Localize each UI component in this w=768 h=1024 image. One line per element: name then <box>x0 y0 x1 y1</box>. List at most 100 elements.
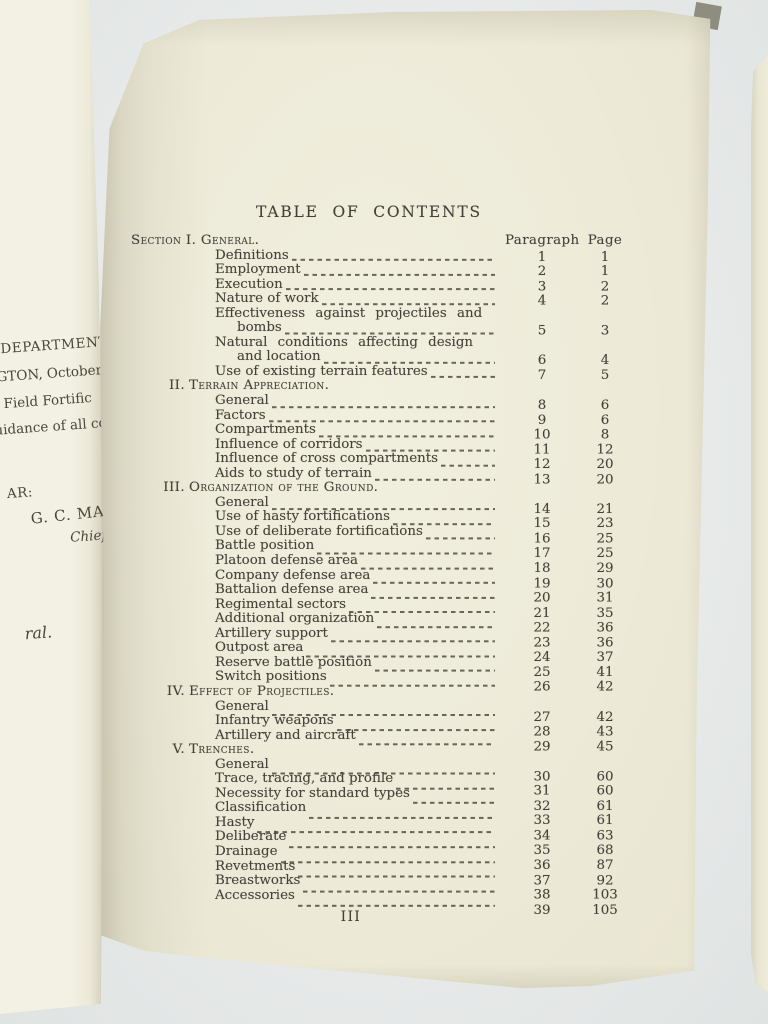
toc-entry-title: Use of hasty fortifications <box>215 509 391 525</box>
toc-entry-title: Trace, tracing, and profile <box>215 771 394 787</box>
toc-entry-leader <box>377 625 495 628</box>
toc-entry-leader <box>330 640 495 643</box>
toc-entry-paragraph: 12 <box>533 457 551 473</box>
toc-entry-row: Battalion defense area 20 31 <box>131 583 631 606</box>
toc-entry-paragraph: 21 <box>533 605 551 621</box>
page-number-footer: III <box>340 909 362 926</box>
toc-entry-paragraph: 16 <box>533 531 551 547</box>
toc-entry-leader <box>289 846 495 849</box>
toc-entry-page: 8 <box>600 427 610 443</box>
previous-page-text-fragment: ral. <box>24 622 53 644</box>
toc-section-numeral: III. <box>163 480 185 496</box>
toc-entry-paragraph: 32 <box>533 798 551 814</box>
toc-entry-page: 105 <box>592 902 618 918</box>
toc-entry-leader <box>271 772 495 775</box>
toc-section-label: III. Organization of the Ground. <box>131 481 631 496</box>
toc-entry-paragraph: 15 <box>533 516 551 532</box>
toc-entry-paragraph: 39 <box>533 902 551 918</box>
toc-entry-page: 42 <box>596 679 614 695</box>
toc-entry-paragraph: 31 <box>533 783 551 799</box>
toc-entry-page: 92 <box>596 872 614 888</box>
toc-entry-title: Aids to study of terrain <box>215 465 372 481</box>
toc-entry-paragraph: 2 <box>537 264 547 280</box>
toc-entry-paragraph: 18 <box>533 561 551 577</box>
previous-page-text-fragment: R DEPARTMENT <box>0 333 109 359</box>
toc-entry-row: Influence of corridors 11 12 <box>131 436 631 457</box>
toc-entry-row: Employment 2 1 <box>131 262 631 280</box>
toc-entry-title: Breastworks <box>215 873 301 889</box>
toc-entry-title: Accessories <box>215 887 295 903</box>
toc-entry-page: 31 <box>596 590 614 606</box>
toc-entry-leader <box>373 581 495 584</box>
page-content: TABLE OF CONTENTS Section I. General. Pa… <box>131 10 631 925</box>
toc-entry-title: General <box>215 756 269 772</box>
toc-entry-page: 30 <box>596 575 614 591</box>
toc-entry-title: and location <box>237 349 321 365</box>
toc-entry-leader <box>329 684 495 687</box>
toc-entry-paragraph: 13 <box>533 472 551 488</box>
toc-entry-row: Infantry weapons 28 43 <box>131 713 631 739</box>
toc-entry-title: Factors <box>215 407 266 423</box>
toc-entry-page: 60 <box>596 783 614 799</box>
toc-entry-row: Factors 9 6 <box>131 407 631 427</box>
toc-entry-row: Effectiveness against projectiles and <box>131 306 631 322</box>
toc-entry-page: 1 <box>600 264 610 280</box>
toc-entry-title: Additional organization <box>215 611 375 627</box>
toc-entry-page: 6 <box>600 412 610 428</box>
toc-entry-leader <box>393 523 495 526</box>
toc-entry-row: Classification 33 61 <box>131 801 631 828</box>
toc-entry-row: General 14 21 <box>131 495 631 516</box>
loose-page-edge <box>751 56 768 992</box>
toc-section-numeral: II. <box>168 378 185 394</box>
toc-entry-leader <box>271 508 495 511</box>
toc-entry-leader <box>280 860 495 863</box>
toc-entry-leader <box>430 376 495 379</box>
toc-entry-title: Revetments <box>215 858 296 874</box>
toc-entry-paragraph: 33 <box>533 813 551 829</box>
toc-entry-leader <box>303 890 495 893</box>
toc-entry-row: Switch positions 26 42 <box>131 670 631 695</box>
toc-entry-leader <box>425 537 495 540</box>
toc-entry-row: Use of deliberate fortifications 16 25 <box>131 524 631 546</box>
page-title: TABLE OF CONTENTS <box>256 203 482 221</box>
toc-entry-paragraph: 11 <box>533 442 551 458</box>
toc-entry-row: Breastworks 38 103 <box>131 873 631 903</box>
toc-section-numeral: V. <box>172 742 185 758</box>
toc-entry-paragraph: 4 <box>537 293 547 309</box>
toc-entry-page: 25 <box>596 546 614 562</box>
toc-entry-paragraph: 26 <box>533 679 551 695</box>
toc-section-header: III. Organization of the Ground. <box>131 481 631 496</box>
toc-entry-leader <box>309 816 495 819</box>
toc-entry-row: Trace, tracing, and profile 31 60 <box>131 771 631 799</box>
toc-entry-page: 37 <box>596 650 614 666</box>
toc-entry-row: Artillery support 23 36 <box>131 626 631 650</box>
toc-section-numeral: IV. <box>166 683 185 699</box>
toc-entry-leader <box>396 787 495 790</box>
toc-entry-page: 2 <box>600 279 610 295</box>
toc-entry-page: 35 <box>596 605 614 621</box>
toc-entry-paragraph: 9 <box>537 412 547 428</box>
toc-entry-page: 5 <box>600 368 610 384</box>
toc-entry-page: 29 <box>596 561 614 577</box>
toc-entry-page: 41 <box>596 665 614 681</box>
toc-entry-title: Nature of work <box>215 291 319 307</box>
toc-entry-paragraph: 14 <box>533 501 551 517</box>
toc-entry-leader <box>284 332 495 335</box>
toc-entry-leader <box>441 464 495 467</box>
toc-entry-row: bombs 5 3 <box>131 321 631 338</box>
toc-entry-page: 61 <box>596 813 614 829</box>
toc-entry-title: Influence of corridors <box>215 436 363 452</box>
toc-entry-leader <box>298 875 495 878</box>
toc-entry-row: Artillery and aircraft 29 45 <box>131 728 631 754</box>
toc-entry-paragraph: 36 <box>533 858 551 874</box>
toc-entry-paragraph: 8 <box>537 397 547 413</box>
toc-entry-paragraph: 25 <box>533 665 551 681</box>
toc-entry-leader <box>361 567 495 570</box>
toc-entry-title: Employment <box>215 262 301 278</box>
toc-entry-page: 36 <box>596 620 614 636</box>
toc-section-header: IV. Effect of Projectiles. <box>131 683 631 700</box>
toc-entry-paragraph: 5 <box>537 323 547 339</box>
toc-entry-paragraph: 29 <box>533 739 551 755</box>
